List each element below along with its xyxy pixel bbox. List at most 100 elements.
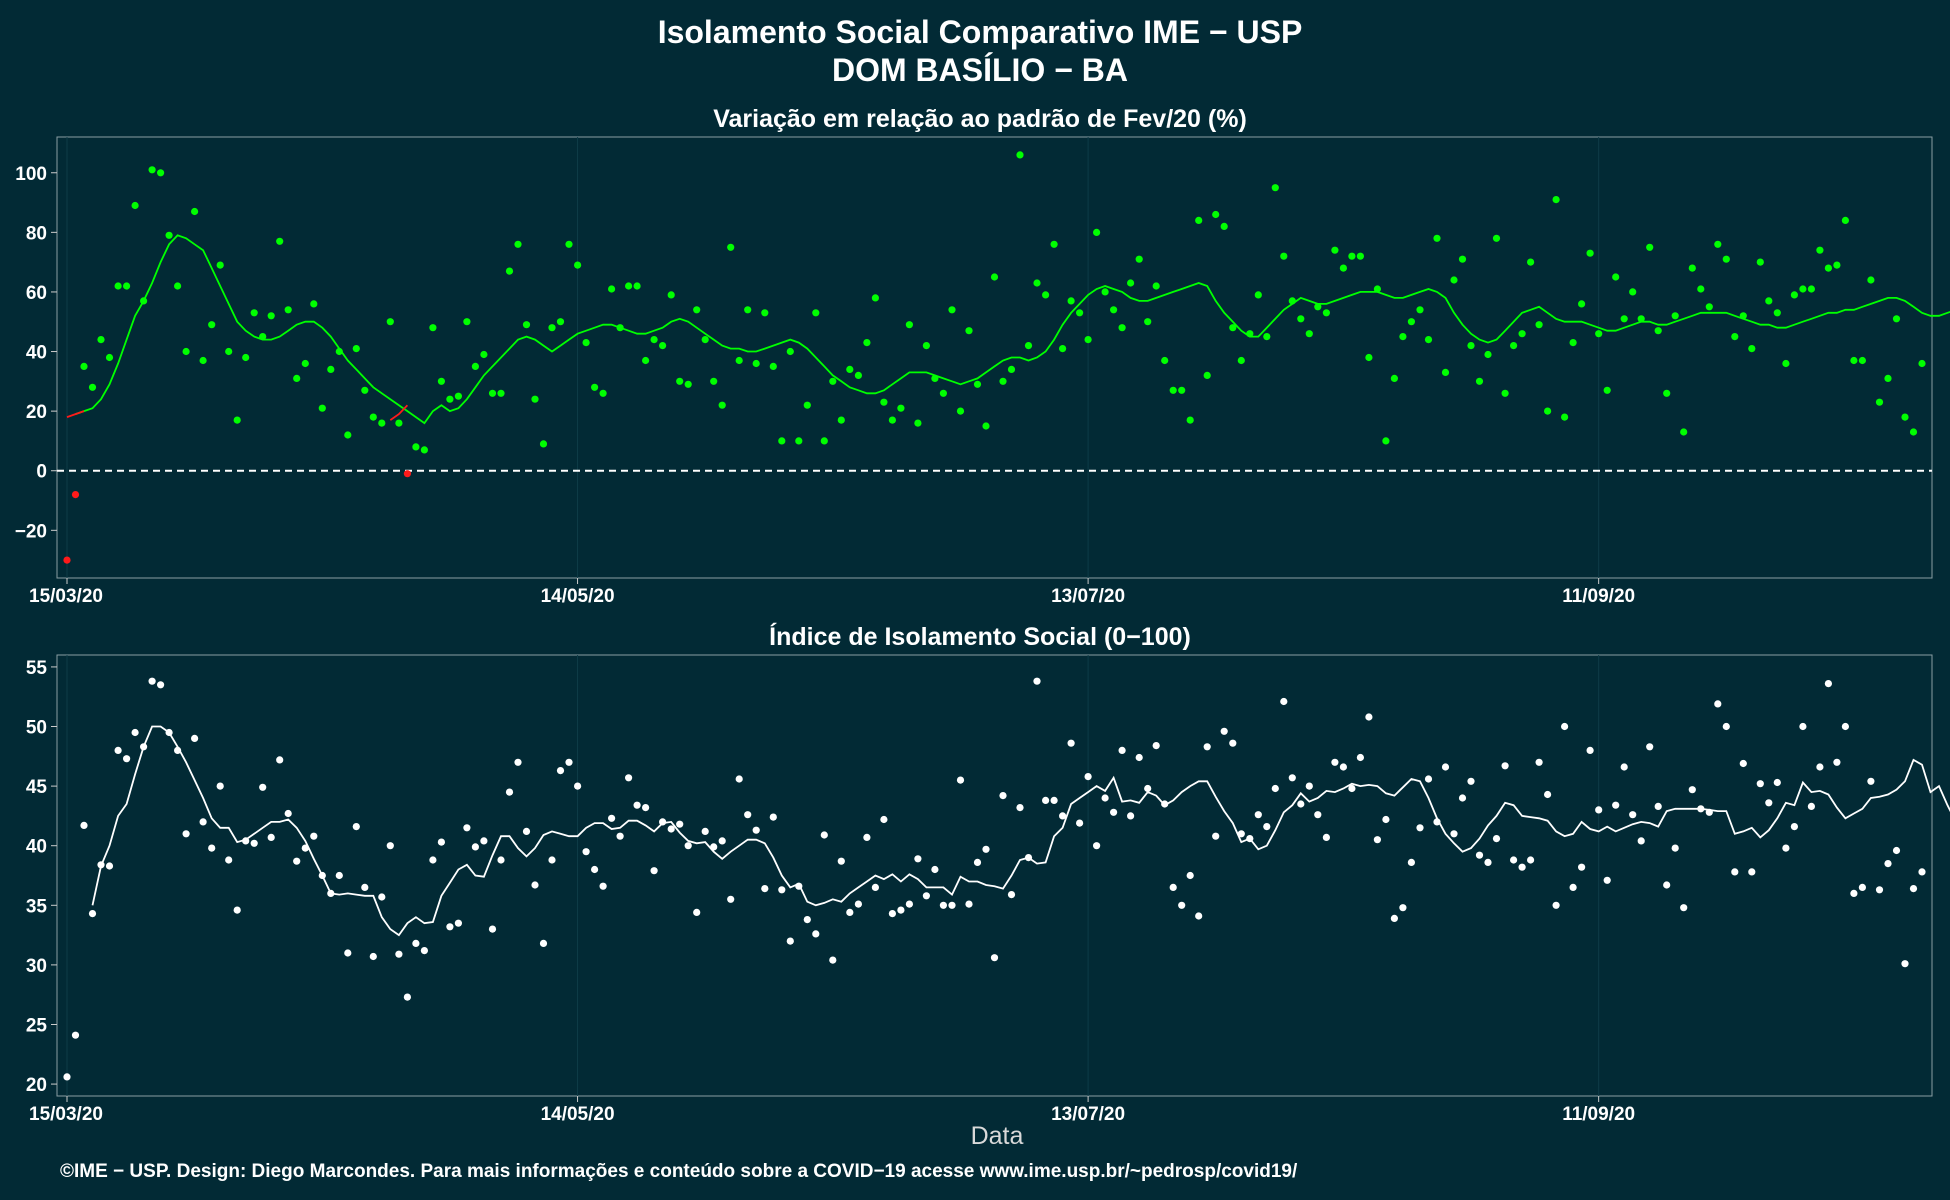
panel2-data-point <box>1680 904 1688 912</box>
panel1-x-tick-label: 13/07/20 <box>1051 586 1125 607</box>
panel2-y-tick-label: 50 <box>26 718 47 739</box>
panel2-data-point <box>693 908 701 917</box>
panel1-data-point <box>574 261 582 269</box>
panel2-data-point <box>1288 774 1296 782</box>
panel2-data-point <box>80 821 88 830</box>
panel1-data-point <box>352 345 360 353</box>
panel2-data-point <box>1441 763 1450 771</box>
panel1-data-point <box>276 237 284 245</box>
panel2-data-point <box>191 734 199 743</box>
panel2-data-point <box>659 818 667 826</box>
panel1-data-point <box>429 324 437 332</box>
panel2-data-point <box>1356 753 1364 762</box>
panel1-data-point <box>250 309 258 317</box>
panel1-data-point <box>1850 356 1858 365</box>
panel2-data-point <box>676 820 684 828</box>
panel1-data-point <box>1833 261 1841 269</box>
panel2-data-point <box>318 871 326 880</box>
panel1-data-point <box>446 395 454 403</box>
panel1-data-point <box>131 201 139 210</box>
panel1-data-point <box>1748 345 1756 353</box>
panel1-data-point <box>1373 285 1381 293</box>
panel2-data-point <box>267 833 275 842</box>
panel1-data-point <box>1059 345 1067 353</box>
panel1-data-point <box>1561 413 1569 421</box>
panel2-data-point <box>625 774 633 782</box>
panel2-data-point <box>1416 824 1424 832</box>
panel1-data-point <box>1271 184 1279 192</box>
panel1-data-point <box>556 318 565 326</box>
panel2-data-point <box>718 837 726 845</box>
panel1-data-point <box>1331 246 1339 254</box>
panel1-data-point <box>1535 321 1543 329</box>
panel2-data-point <box>1050 796 1058 805</box>
panel2-data-point <box>1918 868 1926 876</box>
panel1-data-point <box>667 291 675 299</box>
panel2-data-point <box>1612 801 1620 809</box>
panel1-data-point <box>1909 428 1918 436</box>
panel2-x-tick-label: 14/05/20 <box>541 1104 615 1125</box>
panel1-data-point <box>1492 234 1501 242</box>
panel1-data-point <box>1390 374 1398 382</box>
panel1-data-point <box>1739 312 1747 320</box>
panel1-data-point <box>344 431 352 439</box>
panel2-data-point <box>863 833 871 842</box>
panel1-data-point <box>1084 336 1092 344</box>
panel1-data-point <box>1884 374 1892 382</box>
panel1-data-point <box>1807 285 1815 293</box>
panel1-data-point <box>1603 386 1611 394</box>
panel2-data-point <box>667 825 675 833</box>
panel2-data-point <box>63 1073 71 1081</box>
panel1-data-point <box>1552 196 1560 204</box>
panel1-data-point <box>829 377 837 385</box>
panel1-data-point <box>1348 252 1356 260</box>
panel2-data-point <box>1373 836 1381 844</box>
panel2-data-point <box>1475 851 1484 859</box>
panel1-data-point <box>1382 437 1390 445</box>
panel2-data-point <box>148 677 156 685</box>
panel1-data-point <box>1595 330 1603 338</box>
panel2-data-point <box>71 1031 80 1039</box>
panel2-data-point <box>88 910 97 918</box>
panel1-data-point <box>1458 255 1467 263</box>
panel2-data-point <box>1178 901 1186 909</box>
panel1-data-point <box>403 470 411 478</box>
panel1-data-point <box>123 282 131 290</box>
panel1-data-point <box>582 339 590 347</box>
panel1-data-point <box>837 416 845 424</box>
panel2-data-point <box>1654 802 1662 811</box>
panel2-data-point <box>1042 796 1050 805</box>
panel1-data-point <box>471 362 479 370</box>
panel1-data-point <box>786 347 794 356</box>
panel1-data-point <box>769 362 777 370</box>
panel1-data-point <box>616 324 624 332</box>
panel1-data-point <box>990 273 999 281</box>
panel2-data-point <box>1322 833 1330 842</box>
panel2-data-point <box>488 925 497 933</box>
panel2-data-point <box>880 815 888 824</box>
panel2-data-point <box>225 856 233 864</box>
panel2-data-point <box>1118 746 1126 755</box>
panel2-data-point <box>684 842 692 850</box>
panel1-data-point <box>1663 389 1671 397</box>
panel1-data-point <box>1892 315 1901 323</box>
panel2-data-point <box>939 901 948 909</box>
panel2-data-point <box>301 844 309 852</box>
panel1-data-point <box>480 350 488 359</box>
panel2-data-point <box>1603 876 1611 884</box>
panel1-data-point <box>420 446 428 454</box>
panel1-data-point <box>1076 309 1084 317</box>
panel1-data-point <box>1578 300 1586 308</box>
panel1-data-point <box>846 365 854 373</box>
panel1-data-point <box>854 371 863 379</box>
panel1-data-point <box>1858 356 1866 365</box>
panel1-data-point <box>1101 288 1109 296</box>
panel1-data-point <box>761 309 769 317</box>
panel1-data-point <box>1169 386 1177 394</box>
panel2-data-point <box>1484 858 1492 867</box>
panel2-data-point <box>1007 891 1016 899</box>
panel2-data-point <box>710 843 718 851</box>
panel1-data-point <box>1305 330 1313 338</box>
panel1-data-point <box>1475 377 1484 385</box>
